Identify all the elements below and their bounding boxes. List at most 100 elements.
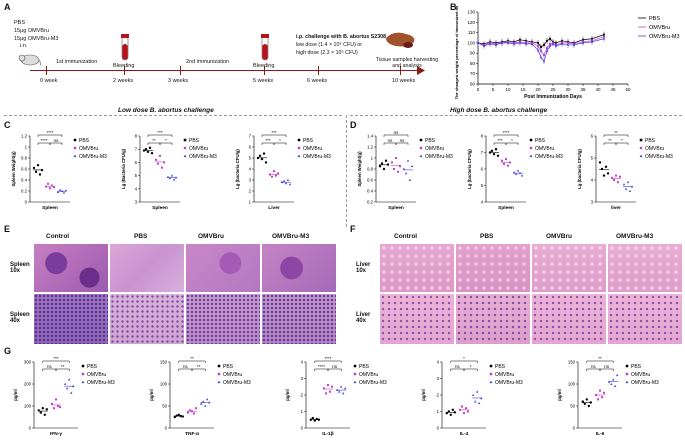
data-point-0 [606,172,610,175]
liver-10x-bru [532,244,606,292]
data-point-1 [277,172,279,175]
e-col-pbs: PBS [134,233,148,240]
y-tick-label: 0 [25,200,28,205]
y-tick-label: 5 [481,183,484,188]
f-col-pbs: PBS [480,233,494,240]
organ-icon [386,32,415,48]
series-point [560,42,564,45]
x-axis-title: IL-1β [322,431,334,437]
legend-marker [625,372,629,376]
data-point-0 [445,411,448,415]
data-point-2 [520,174,524,177]
data-point-0 [602,174,606,177]
y-tick-label: 80 [470,61,476,66]
data-point-1 [51,184,53,187]
spleen-40x-bru [186,294,260,344]
significance-label: ns [455,364,461,369]
data-point-1 [53,407,55,410]
data-point-2 [340,385,343,388]
significance-label: * [621,138,623,143]
y-tick-label: 0.6 [367,178,374,183]
data-point-0 [380,162,384,165]
y-tick-label: 6 [249,145,252,150]
data-point-1 [189,409,191,412]
data-point-0 [447,410,450,413]
series-point [539,45,543,49]
legend-marker [297,154,301,158]
event-label-3: Bleeding [253,63,275,69]
significance-label: ns [54,138,60,143]
data-point-1 [599,389,601,392]
e-row-10x: Spleen 10x [10,262,30,274]
series-point [500,41,504,44]
spleen-40x-control [34,294,108,344]
panel-letter-g: G [4,346,12,356]
panel-letter-e: E [4,224,11,234]
data-point-2 [62,191,66,194]
data-point-2 [172,178,176,181]
series-point [566,43,570,46]
x-tick-label: 5 [492,87,495,92]
series-point [488,42,492,45]
data-point-0 [494,148,498,151]
data-point-1 [47,182,49,185]
data-point-2 [628,189,632,192]
blood-tube-icon-2 [261,34,269,61]
data-point-0 [177,413,180,416]
significance-label: *** [53,356,59,361]
significance-label: ns [47,364,53,369]
data-point-1 [325,392,327,395]
x-tick-label: 45 [610,87,616,92]
data-point-2 [342,392,345,395]
legend-marker [217,364,221,368]
legend-label: OMVBru-M3 [425,154,453,160]
data-point-1 [501,159,503,162]
data-point-0 [37,409,40,412]
data-point-0 [492,152,496,156]
data-point-1 [161,166,163,169]
y-tick-label: 150 [160,360,168,365]
data-point-1 [275,174,277,177]
group-label-m3: 15μg OMVBru-M3 [14,36,59,42]
significance-label: *** [497,138,503,143]
data-point-2 [66,387,69,390]
legend-label: PBS [425,138,436,144]
data-point-1 [193,412,195,415]
data-point-2 [64,382,67,385]
y-tick-label: 0.8 [21,156,28,161]
data-point-0 [41,407,44,410]
data-point-1 [617,181,619,184]
data-point-0 [598,161,602,164]
y-tick-label: 7 [481,150,484,155]
tick-week-6 [318,66,319,75]
significance-label: * [279,138,281,143]
y-tick-label: 5 [249,156,252,161]
series-point [554,44,558,47]
significance-label: *** [271,130,277,135]
y-axis-title: pg/ml [285,389,290,400]
tick-week-0 [46,66,47,75]
data-point-0 [317,418,320,421]
significance-bracket [314,368,329,371]
significance-bracket [450,360,478,363]
data-point-0 [600,167,604,171]
data-point-2 [288,183,292,186]
data-point-1 [601,396,603,399]
y-axis-title: The changed weight percentage of immuniz… [454,6,459,99]
legend-label: PBS [189,138,200,144]
legend-marker [353,380,357,384]
y-tick-label: 7 [135,147,138,152]
data-point-1 [395,157,397,159]
significance-label: *** [265,138,271,143]
data-point-0 [313,419,316,422]
x-axis-title: IL-6 [596,431,605,437]
y-tick-label: 110 [468,30,476,35]
significance-label: ns [394,130,400,135]
data-point-0 [256,156,260,160]
series-point [537,44,539,47]
data-point-2 [338,390,341,393]
data-point-1 [509,161,511,164]
series-point [543,54,545,57]
